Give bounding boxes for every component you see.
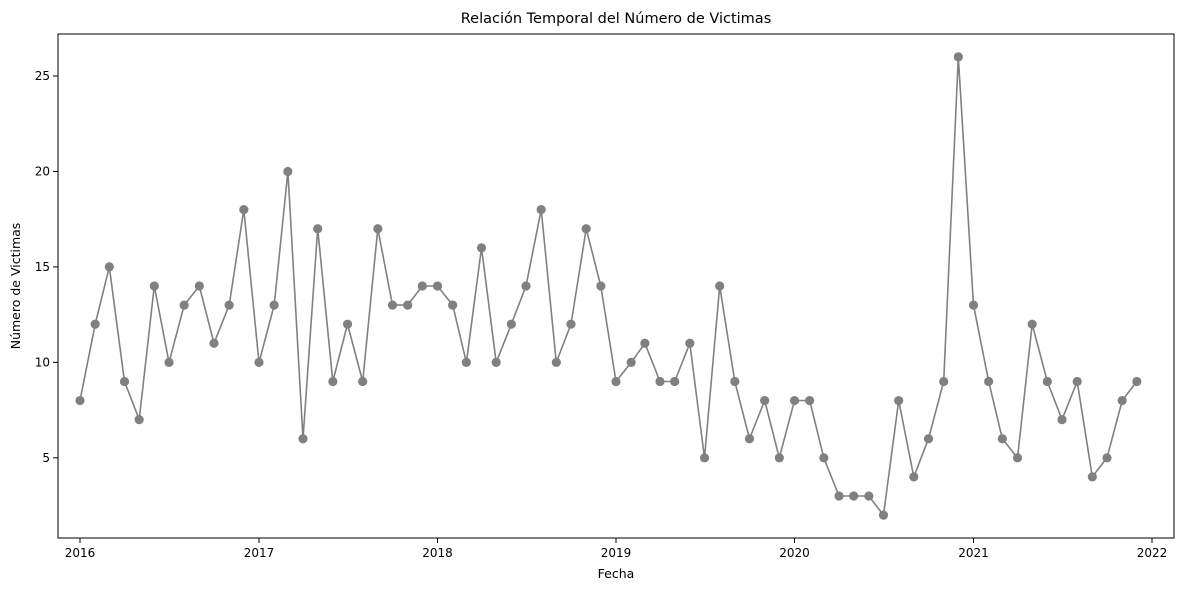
data-point <box>1072 376 1082 387</box>
data-point <box>566 319 576 329</box>
y-axis-ticks: 5 10 15 20 25 <box>35 69 58 465</box>
series-line <box>79 56 1138 518</box>
x-tick-label: 2022 <box>1137 546 1168 560</box>
data-points <box>75 52 1142 520</box>
data-point <box>448 300 458 310</box>
data-point <box>254 357 264 367</box>
data-point <box>75 395 85 406</box>
data-point <box>834 491 844 501</box>
x-tick-label: 2016 <box>65 546 96 560</box>
x-tick-label: 2020 <box>779 546 810 560</box>
data-point <box>939 376 949 387</box>
chart-title: Relación Temporal del Número de Victimas <box>461 11 772 27</box>
data-point <box>432 281 443 291</box>
data-point <box>1042 376 1052 387</box>
data-point <box>997 434 1007 444</box>
data-point <box>953 52 963 62</box>
x-tick-label: 2019 <box>601 546 632 560</box>
data-point <box>194 281 204 291</box>
y-tick-label: 20 <box>35 164 50 178</box>
plot-area <box>57 33 1175 539</box>
data-point <box>134 415 144 425</box>
data-point <box>581 224 591 234</box>
x-tick-label: 2018 <box>422 546 453 560</box>
y-tick-label: 10 <box>35 355 50 369</box>
data-point <box>774 453 784 463</box>
data-point <box>789 395 800 406</box>
data-point <box>164 357 174 367</box>
data-point <box>909 472 919 482</box>
data-point <box>521 281 531 291</box>
data-point <box>611 376 621 387</box>
data-point <box>417 281 427 291</box>
data-point <box>1132 376 1142 387</box>
data-point <box>283 166 293 177</box>
y-tick-label: 25 <box>35 69 50 83</box>
data-point <box>730 376 740 387</box>
data-point <box>626 357 636 367</box>
data-point <box>1012 453 1023 463</box>
data-point <box>179 300 189 310</box>
data-point <box>298 434 308 444</box>
data-point <box>640 338 650 348</box>
data-point <box>342 319 353 329</box>
x-axis-label: Fecha <box>598 566 635 581</box>
data-point <box>744 434 755 444</box>
data-point <box>551 357 561 367</box>
data-point <box>984 376 994 387</box>
data-point <box>119 376 130 387</box>
data-point <box>670 376 680 387</box>
data-point <box>715 281 725 291</box>
data-point <box>1027 319 1037 329</box>
data-point <box>506 319 516 329</box>
data-point <box>923 434 934 444</box>
data-point <box>819 453 829 463</box>
data-point <box>655 376 665 387</box>
y-tick-label: 5 <box>42 451 50 465</box>
data-point <box>685 338 695 348</box>
data-point <box>849 491 859 501</box>
data-point <box>461 357 471 367</box>
data-point <box>699 453 710 463</box>
data-point <box>313 224 323 234</box>
x-axis-ticks: 2016 2017 2018 2019 2020 2021 2022 <box>65 538 1168 560</box>
data-point <box>864 491 874 501</box>
data-point <box>269 300 279 310</box>
data-point <box>387 300 398 310</box>
data-point <box>328 376 338 387</box>
data-point <box>760 395 770 406</box>
data-point <box>1117 395 1127 406</box>
data-point <box>358 376 368 387</box>
data-point <box>224 300 234 310</box>
data-point <box>894 395 904 406</box>
data-point <box>403 300 413 310</box>
data-point <box>878 510 889 520</box>
data-point <box>596 281 606 291</box>
data-point <box>476 243 487 253</box>
x-tick-label: 2021 <box>958 546 989 560</box>
data-point <box>90 319 100 329</box>
x-tick-label: 2017 <box>244 546 275 560</box>
data-point <box>1102 453 1112 463</box>
data-point <box>373 224 383 234</box>
data-point <box>209 338 219 348</box>
y-axis-label: Número de Victimas <box>8 223 23 350</box>
data-point <box>968 300 979 310</box>
data-point <box>491 357 501 367</box>
y-tick-label: 15 <box>35 260 50 274</box>
data-point <box>149 281 159 291</box>
data-point <box>1057 415 1067 425</box>
data-point <box>239 205 249 215</box>
data-point <box>536 205 546 215</box>
data-point <box>1087 472 1097 482</box>
data-point <box>104 262 114 272</box>
data-point <box>805 395 815 406</box>
